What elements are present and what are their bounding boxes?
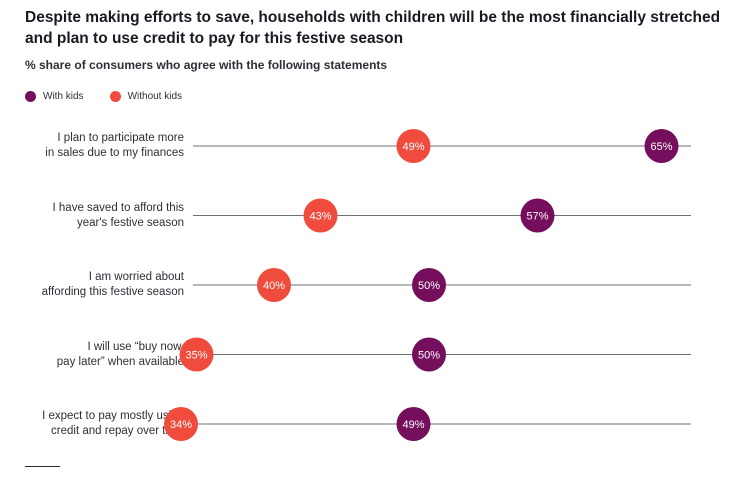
row-label-line: I will use “buy now,	[87, 340, 184, 353]
dot-without-kids	[303, 198, 338, 233]
dot-without-kids-label: 34%	[170, 419, 192, 431]
dot-with-kids	[520, 198, 555, 233]
row-label-line: I have saved to afford this	[52, 201, 184, 214]
footer-rule	[25, 466, 60, 467]
dot-without-kids-label: 40%	[263, 280, 285, 292]
dot-without-kids-label: 49%	[402, 141, 424, 153]
row-label: I expect to pay mostly using credit and r…	[0, 409, 184, 439]
chart-subtitle: % share of consumers who agree with the …	[25, 58, 388, 72]
dot-with-kids-label: 57%	[526, 211, 548, 223]
row-label-line: I am worried about	[88, 271, 184, 283]
legend-dot-without-kids	[109, 91, 121, 102]
row-label: I plan to participate more in sales due t…	[0, 131, 184, 161]
dot-with-kids-label: 49%	[402, 419, 424, 431]
dot-without-kids	[396, 129, 431, 163]
row-label-line: I expect to pay mostly using	[42, 410, 184, 422]
dot-without-kids	[257, 268, 291, 302]
row-label-line: year's festive season	[76, 216, 184, 229]
dot-without-kids-label: 43%	[309, 211, 331, 223]
legend-label-with-kids: With kids	[43, 91, 84, 102]
dot-without-kids	[164, 407, 198, 441]
row-label-line: in sales due to my finances	[45, 147, 184, 159]
dot-with-kids	[412, 337, 446, 372]
legend-label-without-kids: Without kids	[127, 91, 183, 102]
dot-with-kids	[396, 407, 431, 441]
legend-dot-with-kids	[25, 91, 36, 102]
dot-without-kids	[179, 337, 214, 372]
dot-with-kids-label: 50%	[418, 350, 440, 362]
legend: With kids Without kids	[25, 91, 208, 102]
row-label-line: I plan to participate more	[57, 132, 184, 144]
row-label-line: affording this festive season	[41, 286, 184, 298]
legend-item-without-kids: Without kids	[109, 91, 183, 102]
row-label: I have saved to afford this year's festiv…	[0, 201, 184, 231]
dot-with-kids	[412, 268, 446, 302]
dot-with-kids-label: 50%	[418, 280, 440, 292]
row-label-line: pay later” when available	[56, 355, 184, 368]
row-label-line: credit and repay over time	[51, 425, 184, 437]
legend-item-with-kids: With kids	[25, 91, 84, 102]
dot-with-kids-label: 65%	[650, 141, 672, 153]
row-label: I am worried about affording this festive…	[0, 270, 184, 300]
row-label: I will use “buy now, pay later” when avai…	[0, 340, 184, 370]
chart-title: Despite making efforts to save, househol…	[25, 9, 721, 47]
dot-without-kids-label: 35%	[185, 350, 207, 362]
dot-with-kids	[644, 129, 679, 163]
